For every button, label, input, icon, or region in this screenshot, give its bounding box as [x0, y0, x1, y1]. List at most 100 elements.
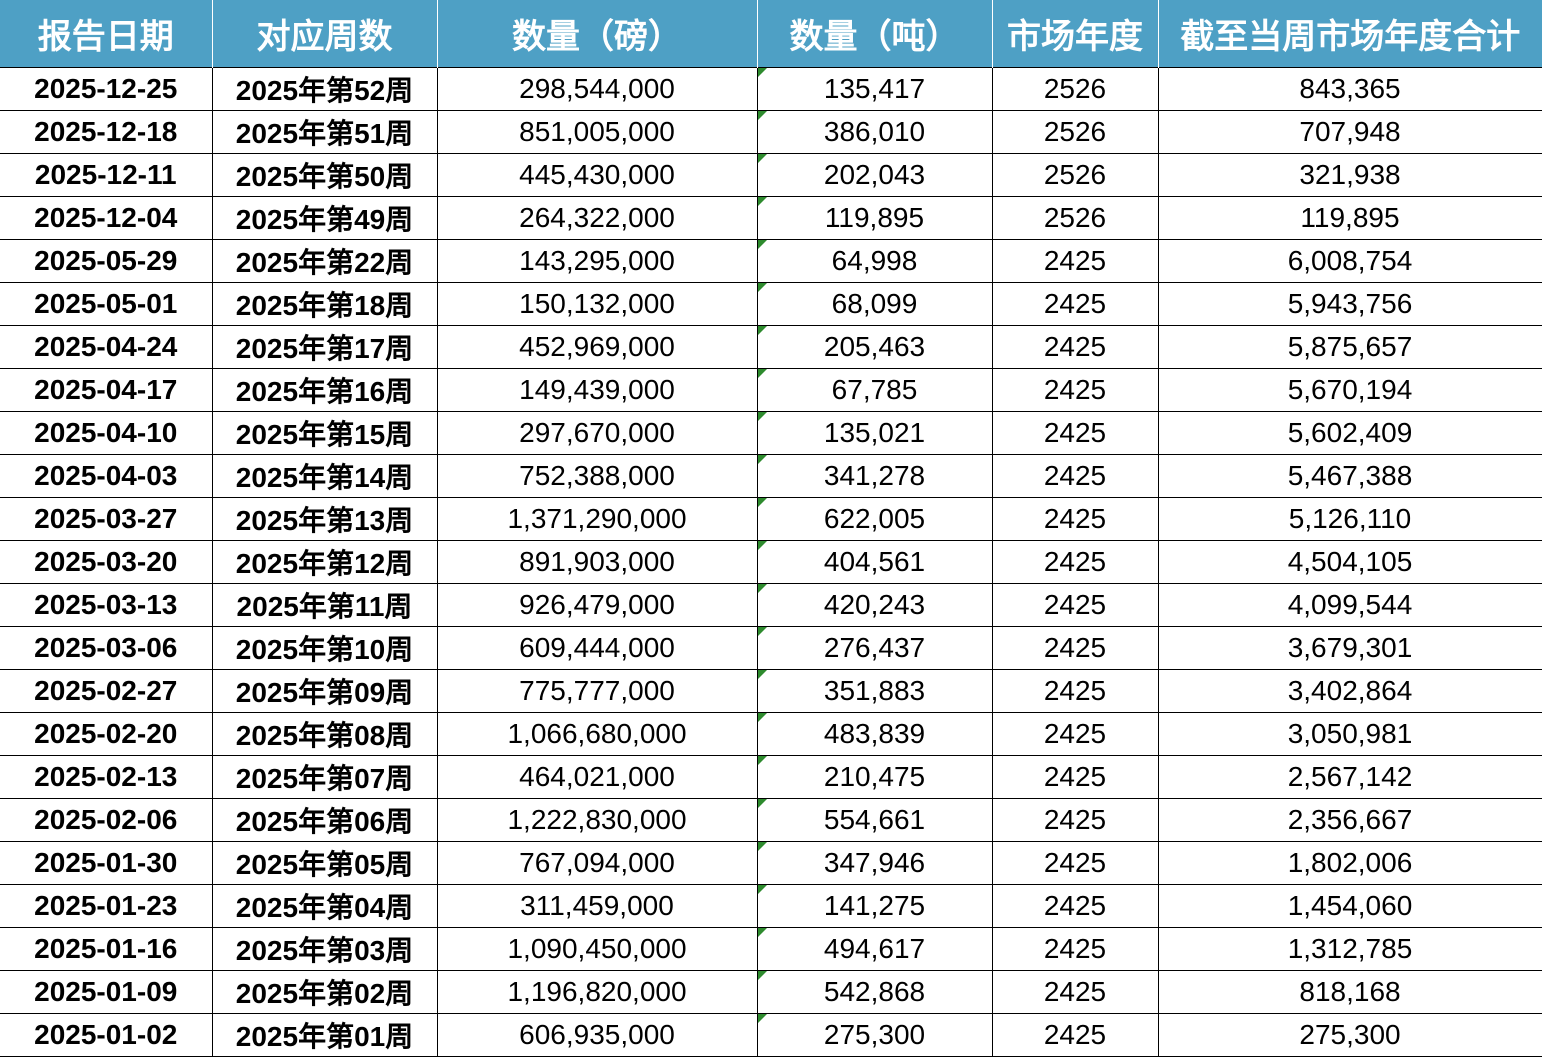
cell-report-date[interactable]: 2025-03-27 [0, 496, 213, 541]
cell-week-number[interactable]: 2025年第12周 [211, 539, 438, 584]
cell-market-year[interactable]: 2526 [991, 66, 1159, 111]
cell-week-number[interactable]: 2025年第50周 [211, 152, 438, 197]
cell-report-date[interactable]: 2025-12-18 [0, 109, 213, 154]
cell-quantity-lbs[interactable]: 775,777,000 [436, 668, 758, 713]
cell-quantity-tons[interactable]: 420,243 [756, 582, 993, 627]
cell-report-date[interactable]: 2025-12-04 [0, 195, 213, 240]
header-market-year[interactable]: 市场年度 [992, 0, 1159, 67]
cell-cumulative-total[interactable]: 818,168 [1157, 969, 1542, 1014]
header-cumulative-total[interactable]: 截至当周市场年度合计 [1158, 0, 1542, 67]
cell-cumulative-total[interactable]: 5,943,756 [1157, 281, 1542, 326]
cell-market-year[interactable]: 2425 [991, 754, 1159, 799]
cell-market-year[interactable]: 2425 [991, 281, 1159, 326]
cell-quantity-tons[interactable]: 494,617 [756, 926, 993, 971]
cell-quantity-tons[interactable]: 554,661 [756, 797, 993, 842]
cell-quantity-tons[interactable]: 275,300 [756, 1012, 993, 1057]
cell-week-number[interactable]: 2025年第17周 [211, 324, 438, 369]
cell-report-date[interactable]: 2025-03-13 [0, 582, 213, 627]
cell-week-number[interactable]: 2025年第01周 [211, 1012, 438, 1057]
cell-quantity-lbs[interactable]: 1,196,820,000 [436, 969, 758, 1014]
cell-cumulative-total[interactable]: 5,126,110 [1157, 496, 1542, 541]
cell-quantity-tons[interactable]: 341,278 [756, 453, 993, 498]
cell-quantity-tons[interactable]: 141,275 [756, 883, 993, 928]
cell-report-date[interactable]: 2025-01-09 [0, 969, 213, 1014]
cell-cumulative-total[interactable]: 2,567,142 [1157, 754, 1542, 799]
cell-market-year[interactable]: 2425 [991, 1012, 1159, 1057]
cell-quantity-lbs[interactable]: 149,439,000 [436, 367, 758, 412]
cell-cumulative-total[interactable]: 5,467,388 [1157, 453, 1542, 498]
cell-week-number[interactable]: 2025年第06周 [211, 797, 438, 842]
cell-market-year[interactable]: 2425 [991, 453, 1159, 498]
cell-market-year[interactable]: 2425 [991, 539, 1159, 584]
cell-cumulative-total[interactable]: 4,099,544 [1157, 582, 1542, 627]
cell-week-number[interactable]: 2025年第03周 [211, 926, 438, 971]
cell-week-number[interactable]: 2025年第52周 [211, 66, 438, 111]
cell-cumulative-total[interactable]: 1,454,060 [1157, 883, 1542, 928]
cell-quantity-tons[interactable]: 347,946 [756, 840, 993, 885]
cell-report-date[interactable]: 2025-03-06 [0, 625, 213, 670]
cell-quantity-tons[interactable]: 276,437 [756, 625, 993, 670]
cell-quantity-tons[interactable]: 119,895 [756, 195, 993, 240]
cell-quantity-lbs[interactable]: 891,903,000 [436, 539, 758, 584]
cell-report-date[interactable]: 2025-05-01 [0, 281, 213, 326]
cell-week-number[interactable]: 2025年第10周 [211, 625, 438, 670]
cell-week-number[interactable]: 2025年第18周 [211, 281, 438, 326]
cell-quantity-tons[interactable]: 202,043 [756, 152, 993, 197]
cell-quantity-lbs[interactable]: 606,935,000 [436, 1012, 758, 1057]
cell-quantity-tons[interactable]: 404,561 [756, 539, 993, 584]
cell-quantity-lbs[interactable]: 464,021,000 [436, 754, 758, 799]
cell-market-year[interactable]: 2425 [991, 410, 1159, 455]
cell-week-number[interactable]: 2025年第11周 [211, 582, 438, 627]
cell-quantity-tons[interactable]: 135,417 [756, 66, 993, 111]
cell-cumulative-total[interactable]: 5,875,657 [1157, 324, 1542, 369]
cell-report-date[interactable]: 2025-01-30 [0, 840, 213, 885]
cell-cumulative-total[interactable]: 843,365 [1157, 66, 1542, 111]
cell-quantity-lbs[interactable]: 150,132,000 [436, 281, 758, 326]
cell-cumulative-total[interactable]: 3,402,864 [1157, 668, 1542, 713]
cell-quantity-tons[interactable]: 68,099 [756, 281, 993, 326]
cell-quantity-lbs[interactable]: 452,969,000 [436, 324, 758, 369]
cell-market-year[interactable]: 2425 [991, 668, 1159, 713]
cell-report-date[interactable]: 2025-02-06 [0, 797, 213, 842]
cell-cumulative-total[interactable]: 6,008,754 [1157, 238, 1542, 283]
cell-report-date[interactable]: 2025-04-17 [0, 367, 213, 412]
cell-quantity-lbs[interactable]: 264,322,000 [436, 195, 758, 240]
cell-market-year[interactable]: 2425 [991, 711, 1159, 756]
cell-quantity-tons[interactable]: 135,021 [756, 410, 993, 455]
cell-market-year[interactable]: 2425 [991, 840, 1159, 885]
cell-cumulative-total[interactable]: 1,312,785 [1157, 926, 1542, 971]
cell-quantity-tons[interactable]: 210,475 [756, 754, 993, 799]
cell-cumulative-total[interactable]: 119,895 [1157, 195, 1542, 240]
cell-quantity-tons[interactable]: 386,010 [756, 109, 993, 154]
cell-market-year[interactable]: 2425 [991, 926, 1159, 971]
cell-market-year[interactable]: 2425 [991, 969, 1159, 1014]
cell-market-year[interactable]: 2526 [991, 195, 1159, 240]
cell-quantity-lbs[interactable]: 297,670,000 [436, 410, 758, 455]
cell-quantity-lbs[interactable]: 851,005,000 [436, 109, 758, 154]
cell-quantity-lbs[interactable]: 926,479,000 [436, 582, 758, 627]
cell-week-number[interactable]: 2025年第15周 [211, 410, 438, 455]
cell-week-number[interactable]: 2025年第02周 [211, 969, 438, 1014]
header-quantity-tons[interactable]: 数量（吨） [757, 0, 993, 67]
cell-market-year[interactable]: 2425 [991, 324, 1159, 369]
cell-week-number[interactable]: 2025年第09周 [211, 668, 438, 713]
cell-week-number[interactable]: 2025年第51周 [211, 109, 438, 154]
cell-report-date[interactable]: 2025-12-11 [0, 152, 213, 197]
cell-report-date[interactable]: 2025-04-03 [0, 453, 213, 498]
cell-market-year[interactable]: 2425 [991, 582, 1159, 627]
cell-report-date[interactable]: 2025-01-02 [0, 1012, 213, 1057]
cell-quantity-lbs[interactable]: 767,094,000 [436, 840, 758, 885]
cell-report-date[interactable]: 2025-01-16 [0, 926, 213, 971]
cell-quantity-lbs[interactable]: 1,371,290,000 [436, 496, 758, 541]
cell-week-number[interactable]: 2025年第07周 [211, 754, 438, 799]
header-week-number[interactable]: 对应周数 [212, 0, 438, 67]
cell-quantity-tons[interactable]: 622,005 [756, 496, 993, 541]
cell-week-number[interactable]: 2025年第08周 [211, 711, 438, 756]
cell-report-date[interactable]: 2025-02-27 [0, 668, 213, 713]
cell-cumulative-total[interactable]: 707,948 [1157, 109, 1542, 154]
cell-week-number[interactable]: 2025年第04周 [211, 883, 438, 928]
cell-cumulative-total[interactable]: 1,802,006 [1157, 840, 1542, 885]
cell-cumulative-total[interactable]: 3,679,301 [1157, 625, 1542, 670]
cell-quantity-tons[interactable]: 351,883 [756, 668, 993, 713]
cell-week-number[interactable]: 2025年第05周 [211, 840, 438, 885]
